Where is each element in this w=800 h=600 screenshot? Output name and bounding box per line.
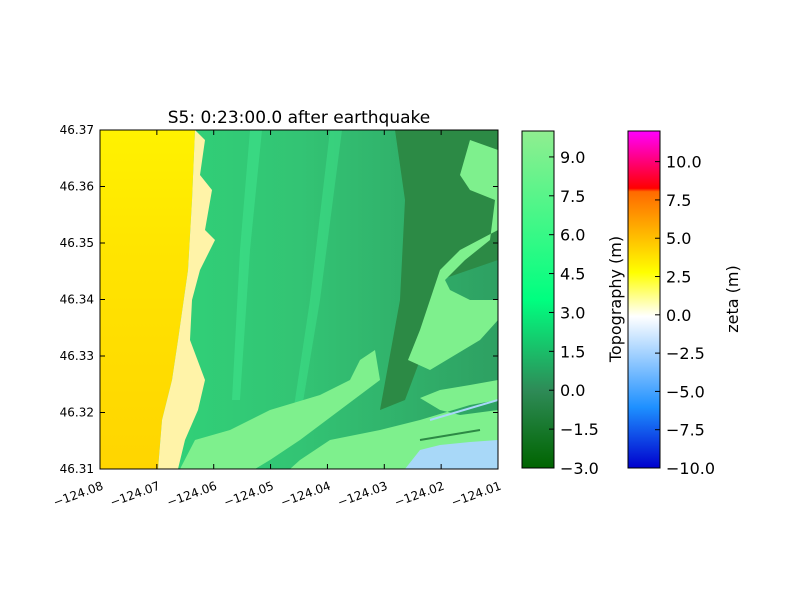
zeta-colorbar-gradient (627, 130, 661, 469)
topography-colorbar-ticks: −3.0 −1.5 0.0 1.5 3.0 4.5 6.0 7.5 9.0 (549, 148, 599, 478)
colorbar-tick-label: −7.5 (666, 421, 705, 440)
topography-colorbar-gradient (521, 130, 555, 469)
chart-title: S5: 0:23:00.0 after earthquake (168, 108, 431, 128)
colorbar-tick-label: −2.5 (666, 344, 705, 363)
colorbar-tick-label: 9.0 (560, 148, 585, 167)
heatmap-raster (100, 130, 498, 469)
y-tick-label: 46.31 (60, 462, 94, 476)
x-tick-label: −124.01 (449, 479, 503, 510)
colorbar-tick-label: 3.0 (560, 303, 585, 322)
x-tick-label: −124.06 (165, 479, 219, 510)
y-tick-label: 46.35 (60, 236, 94, 250)
colorbar-tick-label: 7.5 (560, 187, 585, 206)
colorbar-tick-label: −10.0 (666, 459, 715, 478)
colorbar-tick-label: 7.5 (666, 191, 691, 210)
y-tick-label: 46.37 (60, 123, 94, 137)
zeta-colorbar-label: zeta (m) (723, 265, 742, 332)
colorbar-tick-label: 1.5 (560, 342, 585, 361)
x-tick-label: −124.05 (222, 479, 276, 510)
colorbar-tick-label: 2.5 (666, 268, 691, 287)
y-axis: 46.31 46.32 46.33 46.34 46.35 46.36 46.37 (60, 123, 498, 476)
x-tick-label: −124.07 (108, 479, 162, 510)
zeta-colorbar-ticks: −10.0 −7.5 −5.0 −2.5 0.0 2.5 5.0 7.5 10.0 (655, 153, 715, 478)
colorbar-tick-label: 6.0 (560, 226, 585, 245)
topography-colorbar: −3.0 −1.5 0.0 1.5 3.0 4.5 6.0 7.5 9.0 Topography… (521, 130, 625, 478)
colorbar-tick-label: −5.0 (666, 382, 705, 401)
colorbar-tick-label: 0.0 (560, 381, 585, 400)
y-tick-label: 46.32 (60, 406, 94, 420)
topography-colorbar-label: Topography (m) (606, 236, 625, 363)
colorbar-tick-label: 0.0 (666, 306, 691, 325)
x-tick-label: −124.08 (51, 479, 105, 510)
x-tick-label: −124.02 (392, 479, 446, 510)
x-tick-label: −124.04 (279, 479, 333, 510)
colorbar-tick-label: 4.5 (560, 265, 585, 284)
y-tick-label: 46.34 (60, 293, 94, 307)
zeta-colorbar: −10.0 −7.5 −5.0 −2.5 0.0 2.5 5.0 7.5 10.0 zeta (… (627, 130, 742, 478)
colorbar-tick-label: −1.5 (560, 420, 599, 439)
y-tick-label: 46.33 (60, 349, 94, 363)
y-tick-label: 46.36 (60, 180, 94, 194)
colorbar-tick-label: 10.0 (666, 153, 702, 172)
colorbar-tick-label: −3.0 (560, 459, 599, 478)
x-tick-label: −124.03 (336, 479, 390, 510)
colorbar-tick-label: 5.0 (666, 229, 691, 248)
